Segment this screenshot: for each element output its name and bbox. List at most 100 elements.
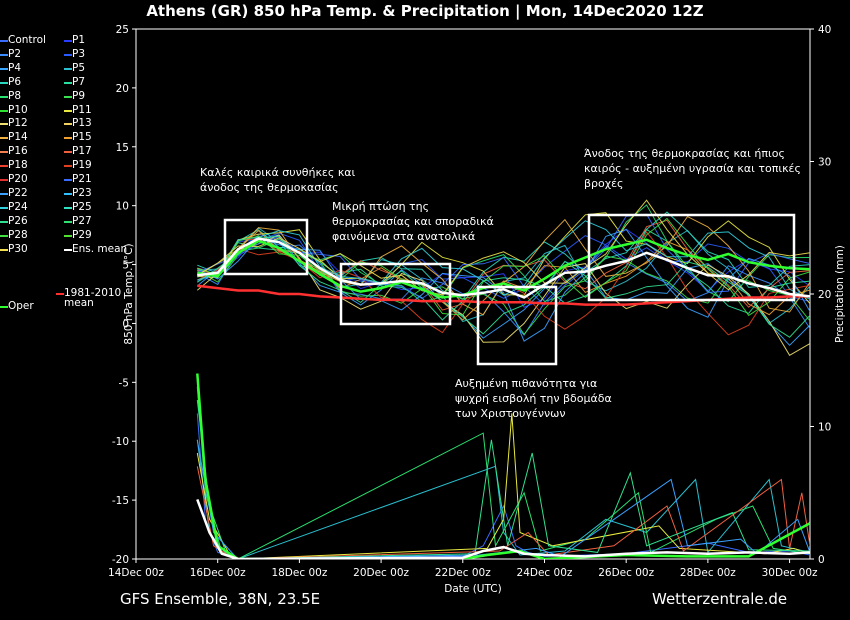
legend-swatch [0, 220, 8, 223]
annotation-line: Μικρή πτώση της [332, 200, 430, 213]
legend-label: P5 [72, 61, 86, 74]
legend-swatch [0, 109, 8, 112]
legend-label: P24 [8, 200, 28, 213]
y-tick-label: 10 [116, 201, 129, 213]
y-tick-label: 5 [122, 260, 129, 272]
legend-label: P18 [8, 159, 28, 172]
x-tick-label: 22Dec 00z [435, 567, 491, 579]
annotation-line: Καλές καιρικά συνθήκες και [200, 166, 356, 179]
y-tick-label: -15 [112, 495, 129, 507]
legend-label: P25 [72, 200, 92, 213]
legend-swatch [64, 192, 72, 195]
temp-series-p4 [196, 234, 810, 347]
annotation-slight-drop: Μικρή πτώση της θερμοκρασίας και σποραδι… [332, 199, 494, 244]
legend-label: P12 [8, 117, 28, 130]
legend-swatch [0, 67, 8, 70]
y-tick-label: -5 [119, 377, 129, 389]
legend-swatch [0, 234, 8, 237]
x-tick-label: 26Dec 00z [598, 567, 654, 579]
precip-series-control [196, 413, 810, 559]
legend-label: P21 [72, 173, 92, 185]
temp-series-p28 [197, 217, 810, 317]
legend-swatch [64, 151, 72, 154]
annotation-mild-weather: Άνοδος της θερμοκρασίας και ήπιος καιρός… [584, 146, 801, 191]
annotation-line: καιρός - αυξημένη υγρασία και τοπικές [584, 162, 801, 175]
temp-series-ens-mean [197, 237, 810, 299]
legend-swatch [64, 53, 72, 56]
legend-label: P29 [72, 228, 92, 241]
legend-swatch [0, 206, 8, 209]
temp-series-p12 [196, 234, 810, 356]
temp-series-p22 [197, 228, 810, 342]
legend-label: Oper [8, 300, 34, 312]
x-tick-label: 14Dec 00z [108, 567, 164, 579]
x-tick-label: 16Dec 00z [190, 567, 246, 579]
legend-label: P9 [72, 89, 86, 102]
legend-swatch [64, 137, 72, 140]
precip-series-ens-mean [196, 498, 810, 559]
legend-swatch [64, 109, 72, 112]
legend-swatch [64, 179, 72, 181]
legend-label: P19 [72, 159, 92, 172]
legend-label: P7 [72, 75, 86, 88]
y-axis-label: 850 hPa Temp. (°C) [123, 243, 135, 344]
legend-swatch [56, 293, 64, 295]
y-tick-label: 15 [116, 142, 129, 154]
x-tick-label: 28Dec 00z [680, 567, 736, 579]
y-right-tick-label: 0 [818, 554, 825, 566]
legend-label: P20 [8, 173, 28, 185]
legend-label: P13 [72, 117, 92, 130]
legend-swatch [64, 234, 72, 237]
annotation-line: θερμοκρασίας και σποραδικά [332, 215, 494, 228]
annotation-cold-outbreak: Αυξημένη πιθανότητα για ψυχρή εισβολή τη… [455, 376, 612, 421]
legend-label: P28 [8, 228, 28, 241]
precip-series-p26 [196, 399, 810, 559]
x-tick-label: 20Dec 00z [353, 567, 409, 579]
legend-label: P2 [8, 47, 22, 60]
annotation-warm-period: Καλές καιρικά συνθήκες και άνοδος της θε… [200, 165, 355, 195]
precip-series-p5 [196, 439, 810, 559]
footer-site-name: Wetterzentrale.de [652, 590, 788, 608]
legend-swatch [0, 306, 8, 308]
highlight-box-drop [339, 262, 452, 326]
legend-swatch [0, 165, 8, 168]
legend-swatch [64, 165, 72, 168]
precip-series-oper [196, 373, 810, 559]
legend-swatch [0, 179, 8, 181]
legend-label: P22 [8, 186, 28, 199]
y-tick-label: 20 [116, 83, 129, 95]
x-tick-label: 30Dec 00z [762, 567, 818, 579]
legend-swatch [0, 95, 8, 98]
legend-swatch [64, 81, 72, 84]
x-axis-label: Date (UTC) [444, 583, 501, 595]
temp-series-p26 [197, 235, 810, 338]
annotation-line: ψυχρή εισβολή την βδομάδα [455, 392, 612, 405]
annotation-line: των Χριστουγέννων [455, 407, 566, 420]
legend-swatch [0, 81, 8, 84]
y-right-tick-label: 40 [818, 24, 831, 36]
legend-label: P15 [72, 131, 92, 144]
y-right-tick-label: 30 [818, 157, 831, 169]
legend-label: P23 [72, 186, 92, 199]
legend-swatch [64, 206, 72, 209]
legend-swatch [0, 192, 8, 195]
legend-label: P26 [8, 214, 28, 227]
legend-swatch [0, 40, 8, 42]
legend-label: Control [8, 34, 46, 46]
legend-swatch [64, 220, 72, 223]
legend-swatch [64, 40, 72, 42]
temp-series-p24 [197, 220, 810, 300]
temp-series-p3 [197, 232, 810, 302]
highlight-box-mild [587, 213, 796, 302]
annotation-line: Αυξημένη πιθανότητα για [455, 377, 598, 390]
temp-series-p21 [197, 213, 810, 306]
legend-label: P4 [8, 61, 22, 74]
legend-swatch [64, 123, 72, 126]
legend-label: Ens. mean [72, 242, 128, 255]
annotation-line: άνοδος της θερμοκασίας [200, 181, 339, 194]
footer-model-info: GFS Ensemble, 38N, 23.5E [120, 590, 321, 608]
temp-series-oper [197, 238, 810, 299]
legend-label: P14 [8, 131, 28, 144]
precip-series-p11 [196, 413, 810, 559]
legend-label: P8 [8, 89, 22, 102]
